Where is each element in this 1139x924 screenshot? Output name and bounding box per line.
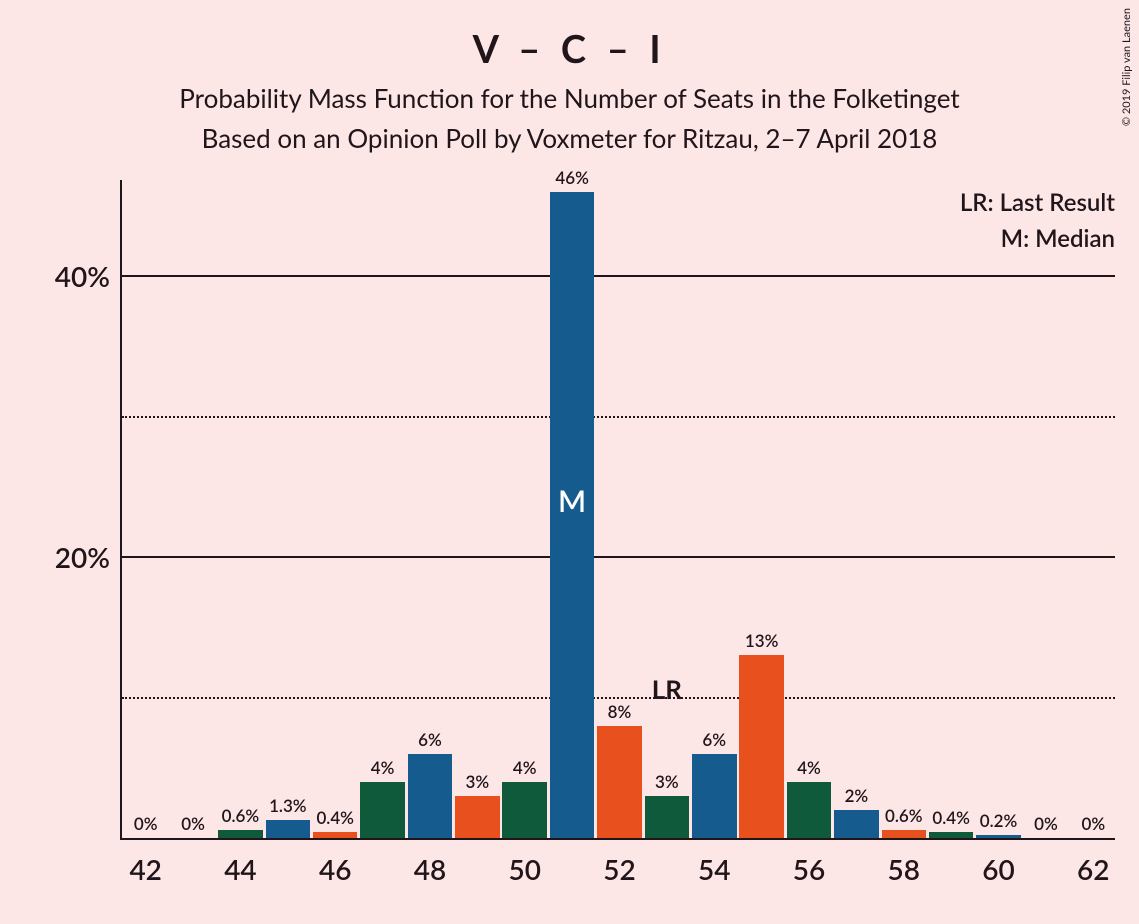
- bar: 6%: [692, 754, 737, 838]
- chart-title: V – C – I: [0, 26, 1139, 72]
- bar-value-label: 6%: [702, 729, 726, 754]
- plot-area: 20%40%42444648505254565860620%0%0.6%1.3%…: [120, 180, 1115, 840]
- bar-value-label: 4%: [797, 757, 821, 782]
- bar-value-label: 0.4%: [316, 807, 354, 832]
- bar-value-label: 4%: [513, 757, 537, 782]
- x-tick-label: 58: [888, 838, 920, 886]
- bar: 0.4%: [313, 832, 358, 838]
- chart-subtitle-1: Probability Mass Function for the Number…: [0, 82, 1139, 114]
- bar: 4%: [502, 782, 547, 838]
- bar: 2%: [834, 810, 879, 838]
- x-tick-label: 42: [129, 838, 161, 886]
- bar-value-label: 3%: [655, 771, 679, 796]
- bar: 4%: [787, 782, 832, 838]
- bar: 4%: [360, 782, 405, 838]
- bar: 0.2%: [976, 835, 1021, 838]
- bar-value-label: 0%: [134, 813, 158, 838]
- median-marker: M: [558, 483, 586, 519]
- x-tick-label: 54: [698, 838, 730, 886]
- y-tick-label: 40%: [55, 259, 122, 293]
- bar: 3%: [455, 796, 500, 838]
- bar: 6%: [408, 754, 453, 838]
- bar: 8%: [597, 726, 642, 838]
- bar-value-label: 46%: [555, 167, 589, 192]
- bar-value-label: 0%: [1034, 813, 1058, 838]
- bar: 0.6%: [882, 830, 927, 838]
- bar-value-label: 13%: [745, 630, 779, 655]
- x-tick-label: 52: [603, 838, 635, 886]
- x-tick-label: 50: [508, 838, 540, 886]
- bar-value-label: 0.6%: [885, 805, 923, 830]
- bar: 46%M: [550, 192, 595, 838]
- bar-value-label: 0.2%: [980, 810, 1018, 835]
- x-tick-label: 56: [793, 838, 825, 886]
- bar-value-label: 0.4%: [932, 807, 970, 832]
- chart-subtitle-2: Based on an Opinion Poll by Voxmeter for…: [0, 122, 1139, 154]
- bar-value-label: 1.3%: [269, 795, 307, 820]
- gridline-minor: [122, 416, 1115, 418]
- bar-value-label: 6%: [418, 729, 442, 754]
- gridline-major: [122, 275, 1115, 277]
- gridline-major: [122, 556, 1115, 558]
- bar: 0.4%: [929, 832, 974, 838]
- x-tick-label: 46: [319, 838, 351, 886]
- bar-value-label: 0%: [181, 813, 205, 838]
- gridline-minor: [122, 697, 1115, 699]
- credit-text: © 2019 Filip van Laenen: [1120, 8, 1133, 126]
- bar-value-label: 4%: [371, 757, 395, 782]
- bar-value-label: 0.6%: [222, 805, 260, 830]
- x-tick-label: 62: [1077, 838, 1109, 886]
- x-tick-label: 44: [224, 838, 256, 886]
- bar-value-label: 2%: [845, 785, 869, 810]
- bar-value-label: 0%: [1081, 813, 1105, 838]
- x-tick-label: 48: [414, 838, 446, 886]
- bar: 13%: [739, 655, 784, 838]
- bar-value-label: 8%: [608, 701, 632, 726]
- bar: 3%: [645, 796, 690, 838]
- x-tick-label: 60: [982, 838, 1014, 886]
- bar: 1.3%: [266, 820, 311, 838]
- last-result-marker: LR: [652, 673, 682, 705]
- bar: 0.6%: [218, 830, 263, 838]
- y-tick-label: 20%: [55, 540, 122, 574]
- bar-value-label: 3%: [466, 771, 490, 796]
